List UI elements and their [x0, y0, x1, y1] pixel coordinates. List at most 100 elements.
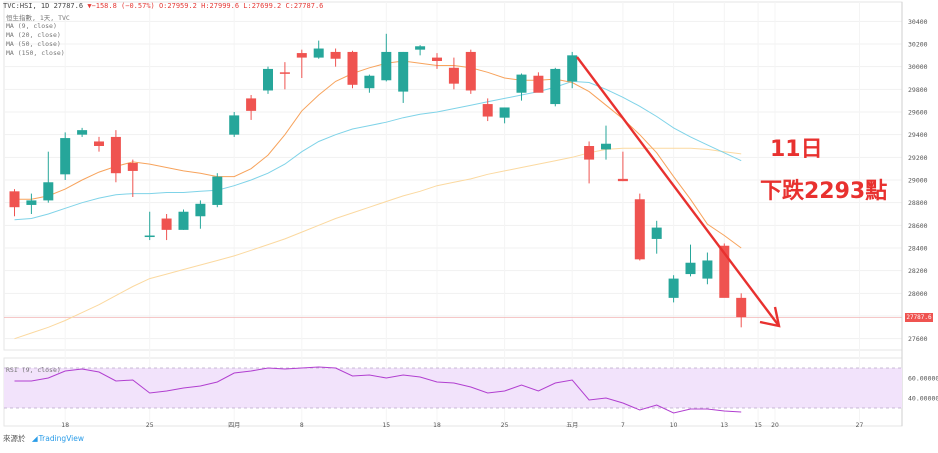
candle: [364, 74, 375, 93]
candle-body: [212, 176, 223, 205]
candle-body: [668, 278, 679, 298]
price-tick-label: 27600: [908, 335, 928, 343]
candle: [60, 132, 71, 180]
candle: [634, 193, 645, 261]
tradingview-logo-icon[interactable]: ◢: [31, 434, 38, 443]
candle: [246, 95, 257, 120]
time-tick-label: 18: [61, 422, 69, 429]
candle: [110, 130, 121, 183]
open-label: O:27959.2: [158, 2, 197, 10]
candle-body: [398, 51, 409, 92]
price-tick-label: 28200: [908, 267, 928, 275]
legend-ma50[interactable]: MA (50, close): [6, 40, 61, 48]
candle: [144, 211, 155, 241]
low-label: L:27699.2: [243, 2, 282, 10]
axes: 2760027800280002820028400286002880029000…: [61, 2, 928, 429]
candle: [415, 45, 426, 56]
candle: [465, 49, 476, 94]
candle-body: [516, 74, 527, 93]
price-tick-label: 30200: [908, 41, 928, 49]
candle-body: [43, 182, 54, 201]
candle-body: [110, 136, 121, 174]
price-tick-label: 29800: [908, 86, 928, 94]
candle-body: [330, 51, 341, 59]
candle-body: [246, 98, 257, 111]
candle: [347, 50, 358, 89]
candle: [94, 136, 104, 152]
legend-ma20[interactable]: MA (20, close): [6, 31, 61, 39]
candle-body: [296, 53, 307, 58]
candle: [448, 57, 459, 90]
candle-body: [229, 115, 240, 135]
candle: [296, 49, 307, 78]
down-triangle-icon: ▼: [87, 2, 92, 10]
candle-body: [634, 199, 645, 260]
price-tick-label: 28600: [908, 222, 928, 230]
rsi-band: [4, 368, 902, 408]
chart-header: TVC:HSI, 1D 27787.6 ▼−158.8 (−0.57%) O:2…: [3, 2, 323, 10]
legend-ma150[interactable]: MA (150, close): [6, 49, 65, 57]
rsi-panel: 40.000000 60.000000: [4, 366, 938, 414]
rsi-legend[interactable]: RSI (9, close): [6, 366, 61, 374]
time-tick-label: 15: [382, 422, 390, 429]
candle-body: [9, 191, 20, 208]
time-tick-label: 四月: [228, 422, 240, 429]
candle-body: [736, 297, 747, 318]
candle-body: [347, 51, 358, 85]
candle: [482, 98, 493, 122]
legend-ma9[interactable]: MA (9, close): [6, 22, 57, 30]
price-tick-label: 29000: [908, 177, 928, 185]
candle: [432, 53, 442, 69]
candle-body: [499, 107, 510, 118]
candle: [127, 159, 138, 197]
price-tick-label: 28800: [908, 199, 928, 207]
candle: [263, 66, 273, 94]
trend-arrow: [576, 56, 781, 328]
candle: [584, 141, 595, 184]
candles: [9, 33, 747, 328]
time-tick-label: 15: [754, 422, 762, 429]
last-price-label: 27787.6: [53, 2, 84, 10]
candle: [229, 112, 240, 137]
time-tick-label: 25: [146, 422, 154, 429]
trend-arrow-head: [759, 306, 781, 328]
candle: [668, 275, 679, 303]
price-tick-label: 28400: [908, 245, 928, 253]
candle-body: [313, 48, 324, 58]
time-tick-label: 7: [621, 422, 625, 429]
candle: [212, 173, 223, 208]
candle-body: [94, 141, 104, 146]
footer: 來源於 ◢TradingView: [3, 433, 84, 444]
candle-body: [448, 67, 459, 84]
ma20-line: [14, 80, 742, 221]
candle-body: [685, 262, 696, 275]
candle: [330, 48, 341, 67]
ma50-line: [14, 147, 742, 340]
annotation-drop: 下跌2293點: [760, 179, 888, 204]
legend-title: 恒生指數, 1天, TVC: [6, 14, 70, 22]
time-tick-label: 25: [501, 422, 509, 429]
candle: [381, 33, 392, 82]
candle: [279, 62, 290, 90]
candle-body: [195, 203, 206, 217]
candle-body: [26, 200, 37, 205]
rsi-tick-label: 60.000000: [908, 375, 938, 383]
symbol-label: TVC:HSI, 1D: [3, 2, 50, 10]
high-label: H:27999.6: [201, 2, 240, 10]
candle-body: [432, 57, 442, 61]
candle-body: [161, 218, 172, 230]
candle-body: [415, 46, 426, 50]
moving-averages: [14, 60, 742, 340]
time-tick-label: 10: [670, 422, 678, 429]
candle-body: [533, 75, 544, 93]
tradingview-brand[interactable]: TradingView: [38, 434, 84, 443]
candle-body: [279, 72, 290, 74]
candle: [77, 127, 88, 137]
rsi-tick-label: 40.000000: [908, 395, 938, 403]
time-tick-label: 13: [720, 422, 728, 429]
rsi-line: [14, 366, 742, 414]
candle-body: [702, 260, 713, 279]
candle: [161, 214, 172, 241]
price-tick-label: 30400: [908, 18, 928, 26]
candle: [398, 51, 409, 103]
